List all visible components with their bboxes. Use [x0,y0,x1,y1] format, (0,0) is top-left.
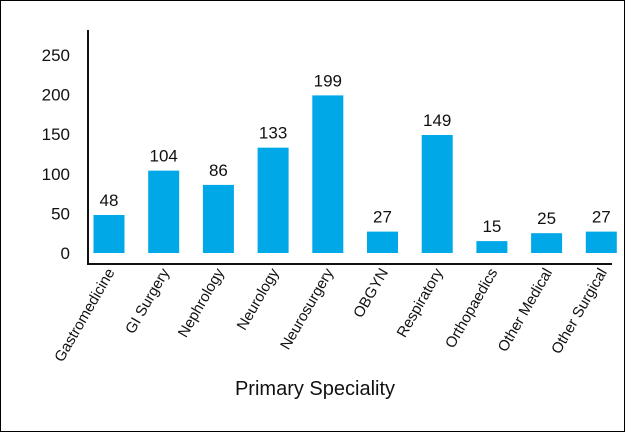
bar [531,233,563,253]
category-label: Neurology [234,265,283,333]
y-tick-label: 100 [42,165,70,184]
category-label: Other Surgical [548,266,611,358]
y-axis: 0 50 100 150 200 250 [42,30,89,264]
y-tick-label: 150 [42,125,70,144]
bar [421,134,453,253]
y-tick-label: 250 [42,46,70,65]
bar [367,231,398,253]
category-label: Nephrology [175,265,228,340]
data-label: 104 [150,147,178,166]
x-axis-title: Primary Speciality [235,378,395,400]
bar [93,214,125,253]
category-label: Respiratory [394,265,447,340]
y-tick-label: 200 [42,86,70,105]
category-label: Other Medical [495,266,556,355]
bars [93,95,617,253]
y-tick-label: 50 [51,204,70,223]
data-label: 15 [482,217,501,236]
bar [148,170,180,253]
data-label: 199 [314,71,342,90]
bar [476,241,508,253]
data-label: 48 [100,191,119,210]
bar [202,184,234,253]
category-label: Gastromedicine [51,266,118,365]
category-label: GI Surgery [122,265,173,337]
data-label: 133 [259,124,287,143]
y-tick-label: 0 [61,244,70,263]
bar [312,95,344,253]
bar [585,231,617,253]
data-label: 27 [373,208,392,227]
category-label: Neurosurgery [277,265,337,353]
category-label: Orthopaedics [442,266,501,352]
data-labels: 48 104 86 133 199 27 149 15 25 27 [100,71,611,236]
data-label: 27 [592,208,611,227]
data-label: 149 [423,111,451,130]
bar [257,147,289,253]
category-label: OBGYN [350,266,392,321]
data-label: 86 [209,161,228,180]
category-labels: Gastromedicine GI Surgery Nephrology Neurol… [51,265,611,365]
data-label: 25 [537,209,556,228]
